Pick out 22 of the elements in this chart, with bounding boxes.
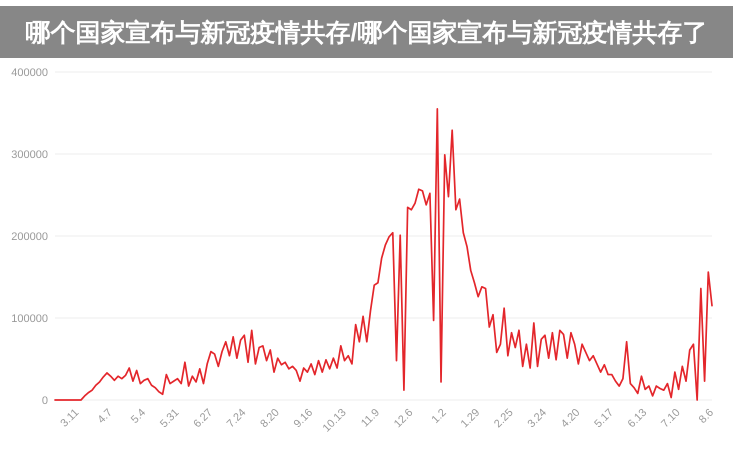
x-tick-label: 4.20	[558, 406, 582, 430]
x-tick-label: 9.16	[292, 406, 316, 430]
y-tick-label: 400000	[11, 67, 48, 79]
y-tick-label: 100000	[11, 313, 48, 325]
x-tick-label: 6.13	[626, 406, 650, 430]
x-tick-label: 1.29	[458, 406, 482, 430]
y-tick-label: 300000	[11, 149, 48, 161]
x-tick-label: 11.9	[359, 406, 382, 430]
x-tick-label: 5.4	[128, 406, 148, 426]
x-tick-label: 8.20	[258, 406, 282, 430]
y-tick-label: 200000	[11, 231, 48, 243]
x-tick-label: 1.2	[430, 406, 449, 426]
chart-title: 哪个国家宣布与新冠疫情共存/哪个国家宣布与新冠疫情共存了	[26, 19, 708, 47]
x-tick-label: 8.6	[696, 406, 716, 426]
y-tick-label: 0	[42, 395, 48, 407]
line-series	[54, 108, 713, 401]
x-tick-label: 4.7	[95, 406, 115, 426]
x-tick-label: 3.24	[525, 406, 550, 430]
x-tick-label: 3.11	[58, 406, 82, 430]
x-tick-label: 7.24	[224, 406, 248, 430]
x-tick-label: 7.10	[659, 406, 683, 430]
x-tick-label: 5.31	[158, 406, 182, 430]
